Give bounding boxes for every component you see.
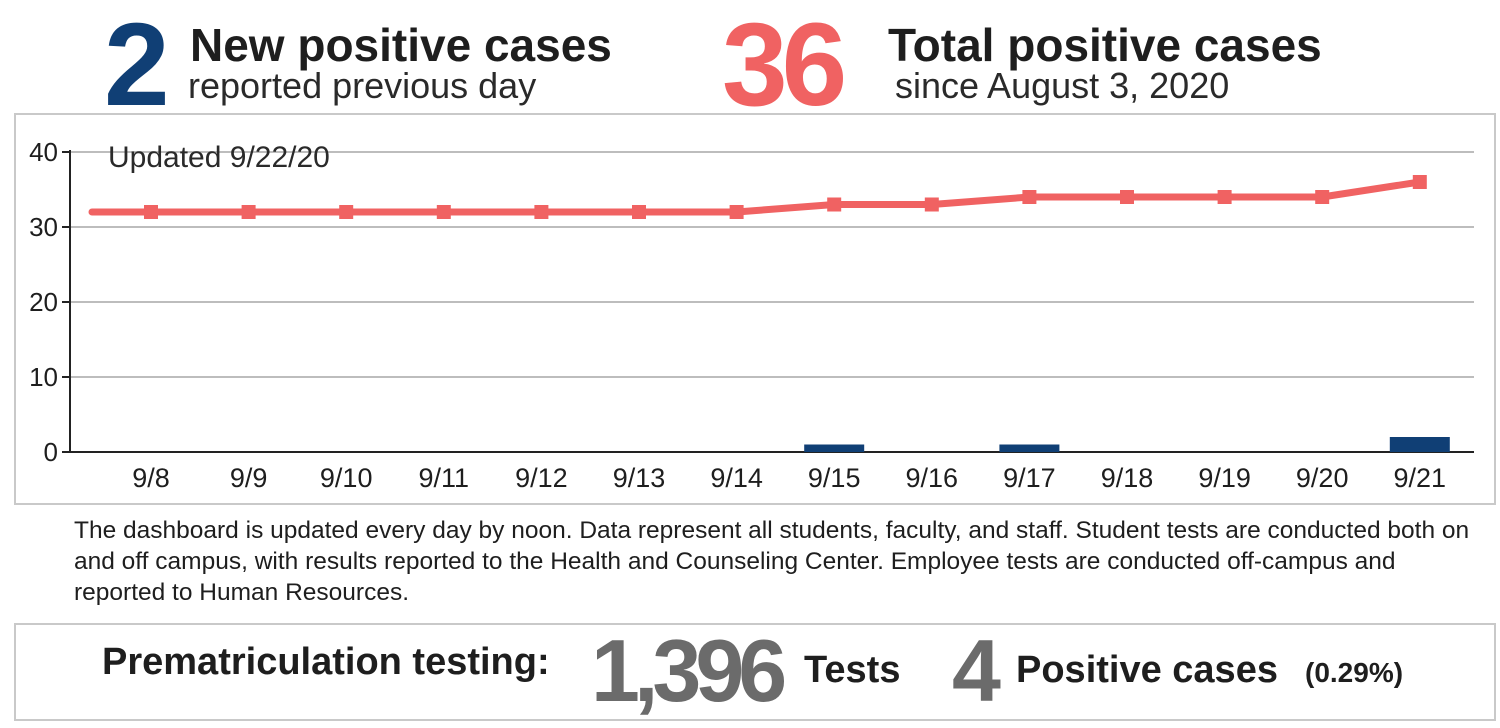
total-cases-point — [144, 205, 158, 219]
bar-new-cases — [1389, 437, 1450, 452]
x-tick-label: 9/8 — [132, 463, 170, 493]
total-cases-point — [924, 197, 939, 212]
prematriculation-positive-label: Positive cases — [1016, 649, 1278, 691]
total-cases-point — [534, 205, 549, 219]
x-tick-label: 9/14 — [710, 463, 763, 493]
total-cases-point — [1315, 190, 1330, 204]
total-cases-point — [1412, 175, 1427, 189]
y-tick-label: 40 — [29, 137, 58, 167]
chart-panel: 0 10 20 30 40 9/8 9/9 9/10 9/11 9/12 9/13 9/14 9/15 9… — [14, 113, 1496, 505]
y-tick-label: 0 — [44, 437, 58, 467]
prematriculation-positive-number: 4 — [952, 621, 1001, 720]
new-cases-title: New positive cases — [190, 19, 612, 71]
dashboard-note: The dashboard is updated every day by no… — [74, 517, 1470, 606]
total-cases-title: Total positive cases — [888, 19, 1322, 71]
total-cases-point — [1120, 190, 1134, 204]
x-tick-label: 9/21 — [1394, 463, 1447, 493]
y-tick-label: 20 — [29, 287, 58, 317]
x-tick-label: 9/12 — [515, 463, 568, 493]
chart-updated-label: Updated 9/22/20 — [108, 141, 330, 174]
x-tick-label: 9/19 — [1198, 463, 1251, 493]
x-tick-label: 9/18 — [1101, 463, 1154, 493]
x-tick-label: 9/17 — [1003, 463, 1056, 493]
total-cases-point — [436, 205, 451, 219]
total-cases-point — [241, 205, 256, 219]
total-cases-point — [339, 205, 354, 219]
new-cases-number: 2 — [104, 0, 170, 131]
y-tick-label: 10 — [29, 362, 58, 392]
x-tick-label: 9/16 — [906, 463, 959, 493]
x-tick-label: 9/9 — [230, 463, 268, 493]
prematriculation-tests-label: Tests — [804, 649, 901, 691]
prematriculation-positive-percent: (0.29%) — [1305, 657, 1404, 688]
bar-new-cases — [804, 444, 865, 452]
prematriculation-tests-number: 1,396 — [591, 621, 787, 720]
x-tick-label: 9/10 — [320, 463, 373, 493]
x-tick-label: 9/20 — [1296, 463, 1349, 493]
total-cases-point — [1217, 190, 1232, 204]
total-cases-number: 36 — [722, 0, 847, 131]
new-cases-subtitle: reported previous day — [188, 65, 537, 106]
total-cases-point — [632, 205, 646, 219]
x-tick-label: 9/15 — [808, 463, 861, 493]
total-cases-point — [827, 197, 842, 212]
total-cases-subtitle: since August 3, 2020 — [895, 65, 1230, 106]
y-tick-label: 30 — [29, 212, 58, 242]
total-cases-point — [729, 205, 744, 219]
x-tick-label: 9/11 — [419, 463, 470, 493]
x-tick-label: 9/13 — [613, 463, 666, 493]
total-cases-point — [1022, 190, 1037, 204]
prematriculation-label: Prematriculation testing: — [102, 641, 550, 683]
cases-chart: 0 10 20 30 40 9/8 9/9 9/10 9/11 9/12 9/13 9/14 9/15 9… — [29, 137, 1474, 493]
prematriculation-panel: Prematriculation testing: 1,396 Tests 4 … — [14, 623, 1496, 721]
bar-new-cases — [999, 444, 1060, 452]
